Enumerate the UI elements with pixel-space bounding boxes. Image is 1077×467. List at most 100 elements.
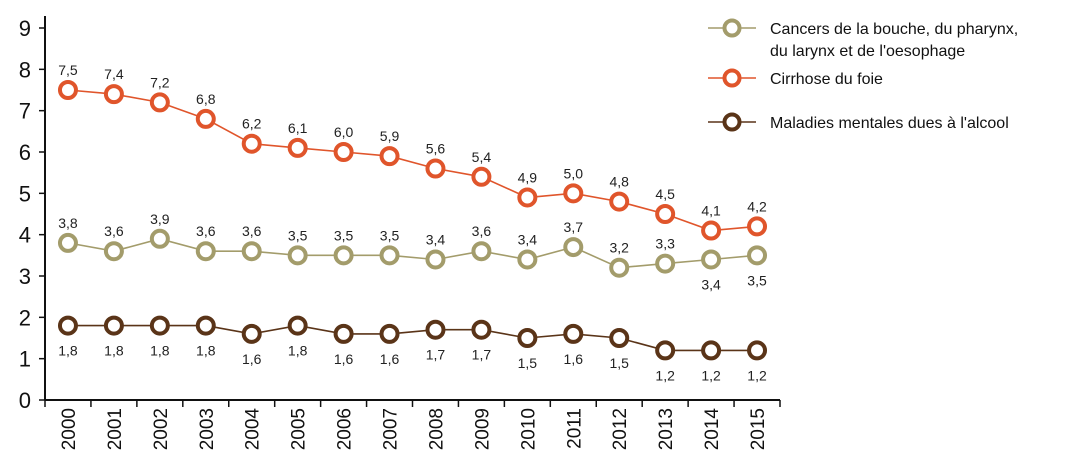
data-point xyxy=(747,245,768,266)
data-label: 3,9 xyxy=(150,211,170,227)
data-label: 3,5 xyxy=(334,227,354,243)
data-label: 1,8 xyxy=(150,343,170,359)
data-label: 4,8 xyxy=(609,174,629,190)
data-label: 7,2 xyxy=(150,74,170,90)
series-lines xyxy=(67,89,758,352)
x-axis-ticks: 2000 2001 2002 2003 2004 2005 2006 2007 2008 2009… xyxy=(44,400,781,451)
data-point xyxy=(195,241,216,262)
data-label: 1,2 xyxy=(655,367,675,383)
data-label: 5,0 xyxy=(564,165,584,181)
data-point xyxy=(425,319,446,340)
data-point xyxy=(195,315,216,336)
x-tick-label: 2012 xyxy=(610,408,631,450)
data-label: 3,7 xyxy=(564,219,584,235)
data-label: 6,8 xyxy=(196,91,216,107)
data-point xyxy=(655,253,676,274)
x-tick-label: 2002 xyxy=(151,408,172,450)
data-label: 6,2 xyxy=(242,116,262,132)
y-tick-label: 6 xyxy=(19,140,31,165)
data-labels: 3,8 3,6 3,9 3,6 3,6 3,5 3,5 3,5 3,4 3,6 3,4 3,7 3,2 3… xyxy=(58,62,767,383)
x-tick-label: 2000 xyxy=(59,408,80,450)
data-label: 3,4 xyxy=(426,231,446,247)
data-label: 4,2 xyxy=(747,198,767,214)
legend-label: du larynx et de l'oesophage xyxy=(770,43,965,60)
data-point xyxy=(57,315,78,336)
series-line xyxy=(67,89,758,232)
x-tick-label: 2011 xyxy=(564,408,585,449)
data-point xyxy=(241,323,262,344)
data-point xyxy=(103,315,124,336)
x-tick-label: 2014 xyxy=(702,408,723,451)
data-label: 1,6 xyxy=(380,351,400,367)
y-tick-label: 8 xyxy=(19,57,31,82)
x-tick-label: 2006 xyxy=(335,408,356,450)
data-label: 1,5 xyxy=(609,355,629,371)
data-point xyxy=(471,241,492,262)
legend-label: Maladies mentales dues à l'alcool xyxy=(770,115,1009,132)
y-tick-label: 3 xyxy=(19,264,31,289)
data-label: 3,6 xyxy=(242,223,262,239)
data-point xyxy=(195,108,216,129)
data-label: 4,5 xyxy=(655,186,675,202)
data-label: 6,0 xyxy=(334,124,354,140)
data-label: 3,8 xyxy=(58,215,78,231)
x-tick-label: 2009 xyxy=(472,408,493,450)
data-label: 1,5 xyxy=(518,355,538,371)
data-label: 1,7 xyxy=(426,347,446,363)
data-point xyxy=(425,249,446,270)
legend-marker xyxy=(722,18,742,38)
data-point xyxy=(701,220,722,241)
x-tick-label: 2003 xyxy=(197,408,218,450)
data-point xyxy=(333,245,354,266)
y-tick-label: 2 xyxy=(19,305,31,330)
data-point xyxy=(57,80,78,100)
y-tick-label: 1 xyxy=(19,347,31,372)
legend-marker xyxy=(722,112,742,132)
data-point xyxy=(563,183,584,204)
data-point xyxy=(609,257,630,278)
data-point xyxy=(655,340,676,361)
legend-marker xyxy=(722,68,742,88)
data-label: 1,6 xyxy=(564,351,584,367)
data-label: 1,8 xyxy=(288,343,308,359)
data-label: 3,2 xyxy=(609,240,629,256)
data-point xyxy=(471,166,492,187)
data-point xyxy=(57,232,78,253)
legend-label: Cancers de la bouche, du pharynx, xyxy=(770,21,1018,38)
data-label: 3,5 xyxy=(288,227,308,243)
data-label: 1,8 xyxy=(196,343,216,359)
data-label: 3,4 xyxy=(701,276,721,292)
data-label: 6,1 xyxy=(288,120,308,136)
data-point xyxy=(517,187,538,208)
x-tick-label: 2013 xyxy=(656,408,677,450)
data-point xyxy=(425,158,446,179)
data-point xyxy=(333,323,354,344)
data-point xyxy=(103,241,124,262)
x-tick-label: 2001 xyxy=(105,408,126,450)
data-point xyxy=(379,323,400,344)
data-point xyxy=(655,204,676,224)
series-line xyxy=(68,324,757,352)
data-label: 5,4 xyxy=(472,149,492,165)
data-point xyxy=(747,216,768,237)
data-label: 3,6 xyxy=(472,223,492,239)
x-tick-label: 2010 xyxy=(518,408,539,450)
data-point xyxy=(471,319,492,340)
y-tick-label: 7 xyxy=(19,99,31,124)
data-point xyxy=(609,328,630,348)
data-label: 3,3 xyxy=(655,236,675,252)
data-label: 5,9 xyxy=(380,128,400,144)
legend-label: Cirrhose du foie xyxy=(770,71,883,88)
data-label: 1,7 xyxy=(472,347,492,363)
data-point xyxy=(287,137,308,158)
x-tick-label: 2004 xyxy=(243,408,264,451)
data-point xyxy=(149,315,170,336)
y-axis-ticks: 0 1 2 3 4 5 6 7 8 9 xyxy=(19,16,45,413)
data-point xyxy=(517,328,538,348)
data-label: 1,6 xyxy=(242,351,262,367)
x-tick-label: 2007 xyxy=(381,408,402,450)
data-point xyxy=(287,245,308,266)
data-label: 3,5 xyxy=(380,227,400,243)
y-tick-label: 5 xyxy=(19,181,31,206)
